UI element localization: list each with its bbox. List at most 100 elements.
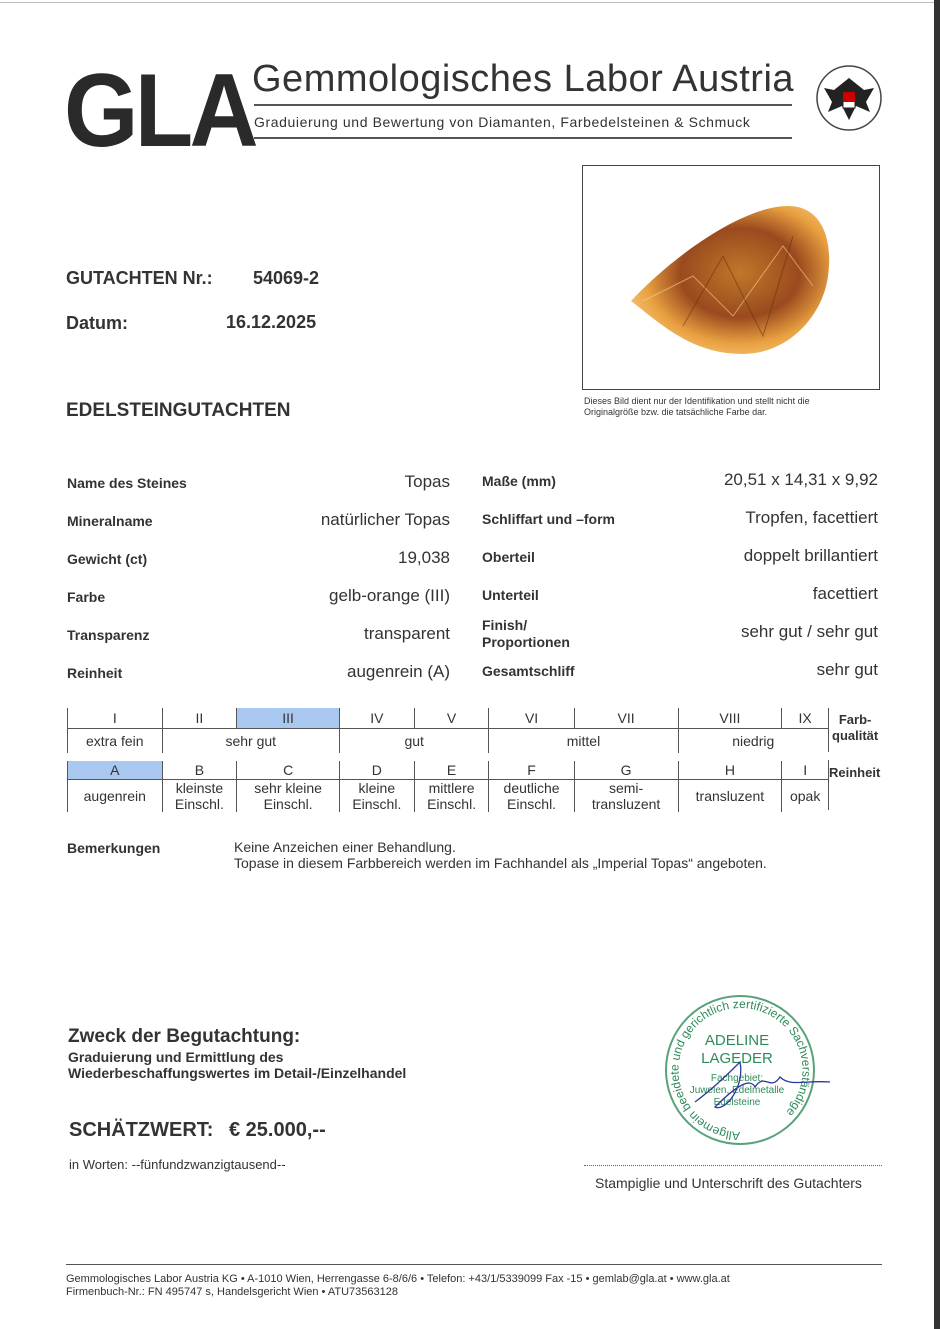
divider [254, 104, 792, 106]
clarity-description: sehr kleine Einschl. [236, 779, 340, 812]
field-value: transparent [364, 624, 450, 643]
purpose-text: Graduierung und Ermittlung des Wiederbes… [68, 1049, 406, 1081]
color-grade-VI: VI [488, 708, 575, 729]
field-label: Mineralname [67, 513, 153, 529]
purpose-title: Zweck der Begutachtung: [68, 1026, 301, 1047]
divider [254, 137, 792, 139]
color-group: sehr gut [161, 728, 340, 753]
date-label: Datum: [66, 313, 128, 333]
remarks-text: Keine Anzeichen einer Behandlung. Topase… [234, 839, 767, 871]
purpose-line: Graduierung und Ermittlung des [68, 1049, 284, 1065]
footer-divider [66, 1264, 882, 1265]
clarity-grade-I: I [781, 761, 828, 780]
color-grade-IV: IV [338, 708, 415, 729]
gla-logo: GLA [64, 53, 259, 169]
field-value: 20,51 x 14,31 x 9,92 [723, 470, 878, 489]
lab-title: Gemmologisches Labor Austria [252, 58, 795, 100]
lab-subtitle: Graduierung und Bewertung von Diamanten,… [254, 114, 751, 130]
color-grade-VII: VII [573, 708, 678, 729]
date-value: 16.12.2025 [226, 312, 317, 332]
valuation-value: € 25.000,-- [229, 1119, 326, 1141]
clarity-description: semi- transluzent [573, 779, 678, 812]
clarity-grade-G: G [573, 761, 678, 780]
field-label: Transparenz [67, 627, 150, 643]
clarity-grade-D: D [338, 761, 415, 780]
color-group: extra fein [67, 728, 163, 753]
divider [828, 760, 829, 810]
field-label: Finish/ Proportionen [482, 617, 570, 650]
stamp-name-first: ADELINE [705, 1032, 769, 1049]
photo-caption: Dieses Bild dient nur der Identifikation… [584, 396, 810, 417]
color-quality-label: Farb- qualität [832, 712, 879, 743]
color-grade-IX: IX [781, 708, 828, 729]
field-value: sehr gut [816, 660, 878, 679]
expert-stamp: Allgemein beeidete und gerichtlich zerti… [665, 995, 831, 1145]
field-value: augenrein (A) [346, 662, 450, 681]
grading-scale-table: I II III IV V VI VII VIII IX extra fein sehr gut g… [67, 708, 828, 812]
field-value: Tropfen, facettiert [745, 508, 878, 527]
footer-line-2: Firmenbuch-Nr.: FN 495747 s, Handelsgeri… [66, 1286, 398, 1298]
color-group: gut [338, 728, 489, 753]
gem-photo [582, 165, 880, 390]
topaz-gem-image [631, 206, 830, 354]
stamp-name-last: LAGEDER [701, 1050, 773, 1067]
remarks-label: Bemerkungen [67, 840, 161, 856]
signature [694, 1060, 831, 1109]
austrian-eagle-seal-icon [816, 65, 882, 131]
purpose-line: Wiederbeschaffungswertes im Detail-/Einz… [68, 1065, 407, 1081]
field-label: Gesamtschliff [482, 663, 575, 679]
clarity-grade-H: H [677, 761, 782, 780]
clarity-grade-C: C [236, 761, 340, 780]
color-group: mittel [488, 728, 678, 753]
field-value: 19,038 [398, 548, 450, 567]
field-label: Name des Steines [67, 475, 187, 491]
report-number: 54069-2 [253, 268, 320, 288]
clarity-description: augenrein [67, 779, 163, 812]
footer-line-1: Gemmologisches Labor Austria KG • A-1010… [66, 1273, 730, 1285]
clarity-description: mittlere Einschl. [413, 779, 489, 812]
color-grade-V: V [413, 708, 489, 729]
signature-line [584, 1165, 882, 1166]
field-label: Farbe [67, 589, 106, 605]
report-number-label: GUTACHTEN Nr.: [66, 268, 213, 288]
signature-label: Stampiglie und Unterschrift des Gutachte… [595, 1175, 862, 1191]
remark-line: Topase in diesem Farbbereich werden im F… [234, 855, 767, 871]
clarity-grade-E: E [413, 761, 489, 780]
remark-line: Keine Anzeichen einer Behandlung. [234, 839, 456, 855]
field-label: Schliffart und –form [482, 511, 616, 527]
report-type: EDELSTEINGUTACHTEN [66, 400, 291, 421]
clarity-grade-A: A [67, 761, 163, 780]
clarity-label: Reinheit [829, 765, 881, 780]
color-grade-I: I [67, 708, 163, 729]
valuation-label: SCHÄTZWERT: [69, 1119, 214, 1141]
scan-edge-right [934, 0, 940, 1329]
clarity-description: kleine Einschl. [338, 779, 415, 812]
field-label: Unterteil [482, 587, 539, 603]
clarity-grade-F: F [488, 761, 575, 780]
clarity-grade-B: B [161, 761, 237, 780]
divider [828, 708, 829, 752]
field-value: sehr gut / sehr gut [740, 622, 878, 641]
color-grade-III: III [236, 708, 340, 729]
stamp-field: Fachgebiet: [711, 1073, 763, 1084]
field-value: doppelt brillantiert [743, 546, 878, 565]
valuation-in-words: in Worten: --fünfundzwanzigtausend-- [69, 1157, 286, 1172]
field-label: Maße (mm) [482, 473, 556, 489]
field-label: Gewicht (ct) [67, 551, 148, 567]
field-value: natürlicher Topas [320, 510, 450, 529]
field-value: gelb-orange (III) [329, 586, 450, 605]
clarity-description: kleinste Einschl. [161, 779, 237, 812]
color-grade-VIII: VIII [677, 708, 782, 729]
clarity-description: opak [781, 779, 828, 812]
stamp-field: Juwelen, Edelmetalle [690, 1085, 785, 1096]
color-grade-II: II [161, 708, 237, 729]
stamp-field: Edelsteine [714, 1097, 761, 1108]
field-label: Reinheit [67, 665, 123, 681]
field-value: Topas [404, 472, 450, 491]
clarity-description: deutliche Einschl. [488, 779, 575, 812]
scan-edge [0, 2, 940, 3]
clarity-description: transluzent [677, 779, 782, 812]
color-group: niedrig [677, 728, 828, 753]
field-value: facettiert [812, 584, 878, 603]
